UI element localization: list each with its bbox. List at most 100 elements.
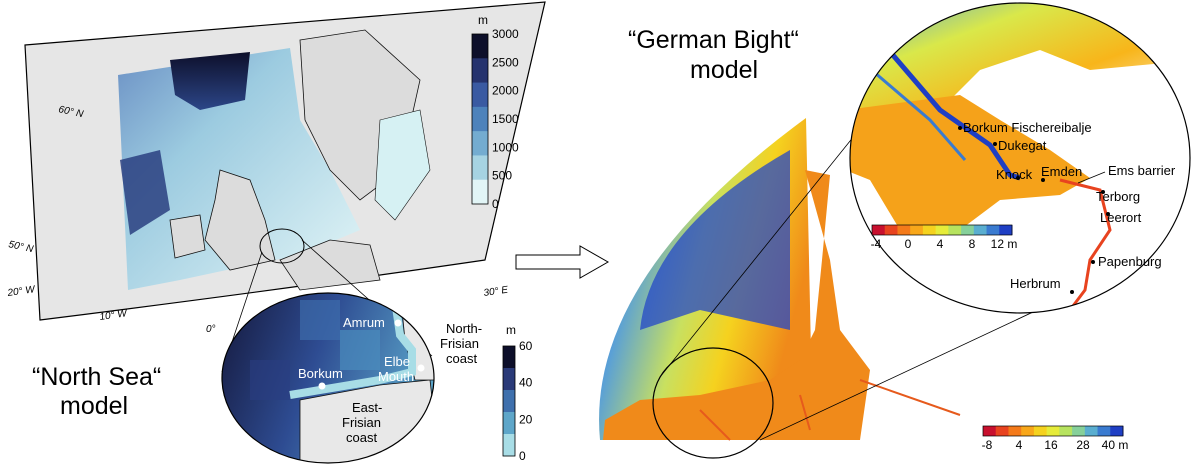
lat-label-60: 60° N (57, 104, 85, 120)
depth-colorbar-tick-label: 0 (492, 197, 499, 211)
german-bight-colorbar: -8 4 16 28 40 m (982, 425, 1129, 452)
ems-colorbar-tick-label: 4 (937, 237, 944, 251)
ems-colorbar-color-block (986, 225, 1000, 235)
borkum-fischereibalje-marker (958, 126, 962, 130)
deep-ocean (170, 52, 250, 110)
inset-colorbar-color-block (503, 368, 515, 391)
baltic-sea (374, 109, 431, 221)
zoom-line-ems-top (659, 109, 876, 378)
inset-colorbar-color-block (503, 346, 515, 369)
depth-colorbar-color-block (472, 179, 488, 205)
knock-label: Knock (996, 167, 1033, 182)
ems-colorbar-color-block (948, 225, 962, 235)
emden-label: Emden (1041, 164, 1082, 179)
model-nesting-arrow (515, 245, 610, 279)
inset-colorbar-tick-label: 60 (519, 339, 533, 353)
herbrum-marker (1070, 290, 1074, 294)
german-bight-colorbar-color-block (1084, 426, 1099, 436)
depth-colorbar-tick-label: 1000 (492, 140, 519, 154)
depth-colorbar-color-block (472, 131, 488, 156)
lat-label-50: 50° N (7, 239, 35, 255)
ems-colorbar-color-block (922, 225, 937, 235)
inset-colorbar-color-block (503, 412, 515, 435)
knock-marker (1016, 176, 1020, 180)
deep-ocean-west (120, 150, 170, 235)
borkum-fischereibalje-label: Borkum Fischereibalje (963, 120, 1092, 135)
elbe-label: Elbe (384, 354, 410, 369)
inset-coastal-shallows (289, 299, 416, 399)
depth-colorbar-color-block (472, 58, 488, 84)
depth-colorbar-color-block (472, 34, 488, 59)
depth-colorbar-tick-label: 2500 (492, 55, 519, 69)
german-bight-colorbar-color-block (995, 426, 1009, 436)
ems-colorbar-tick-label: -4 (871, 237, 882, 251)
depth-colorbar-color-block (472, 155, 488, 181)
ems-colorbar-color-block (872, 225, 886, 235)
amrum-marker (394, 319, 402, 327)
german-bight-colorbar-tick-label: 16 (1044, 438, 1058, 452)
dukegat-marker (993, 142, 997, 146)
zoom-circle-german-bight (259, 228, 305, 264)
german-bight-map: “German Bight“ model -8 4 16 28 40 m (599, 26, 1129, 459)
german-bight-estuaries (699, 379, 961, 441)
zoom-line-ems-bottom (759, 289, 1081, 441)
german-bight-colorbar-color-block (1021, 426, 1035, 436)
inset-colorbar-tick-label: 20 (519, 412, 533, 426)
north-frisian-label-2: Frisian (440, 336, 479, 351)
ems-main-channel (878, 38, 1021, 181)
land-ireland (169, 214, 206, 259)
land-britain (204, 169, 276, 271)
german-bight-colorbar-blocks (983, 426, 1124, 436)
leerort-marker (1106, 212, 1110, 216)
inset-colorbar-color-block (503, 390, 515, 413)
dukegat-label: Dukegat (998, 138, 1047, 153)
german-bight-inset: Amrum Borkum Elbe Mouth North- Frisian c… (221, 292, 482, 464)
herbrum-label: Herbrum (1010, 276, 1061, 291)
ems-colorbar: -4 0 4 8 12 m (871, 224, 1018, 251)
german-bight-title-1: “German Bight“ (628, 26, 799, 54)
depth-colorbar-tick-label: 3000 (492, 27, 519, 41)
ems-river (1059, 178, 1112, 311)
german-bight-colorbar-color-block (1046, 426, 1060, 436)
east-frisian-label-1: East- (352, 400, 382, 415)
ems-barrier-pointer (1077, 171, 1106, 184)
ems-colorbar-blocks (872, 225, 1013, 235)
lon-label-10w: 10° W (99, 308, 129, 323)
german-bight-colorbar-color-block (1072, 426, 1086, 436)
ems-colorbar-color-block (910, 225, 924, 235)
elbe-mouth-marker (417, 364, 425, 372)
german-bight-colorbar-color-block (1008, 426, 1022, 436)
german-bight-colorbar-tick-label: 40 m (1102, 438, 1129, 452)
depth-colorbar-blocks (472, 34, 488, 205)
inset-colorbar-blocks (503, 346, 515, 457)
german-bight-colorbar-color-block (1110, 426, 1124, 436)
north-frisian-label-1: North- (446, 321, 482, 336)
german-bight-deep (640, 150, 790, 330)
depth-colorbar-tick-label: 1500 (492, 112, 519, 126)
east-frisian-label-2: Frisian (342, 415, 381, 430)
german-bight-colorbar-tick-label: -8 (982, 438, 993, 452)
ems-colorbar-tick-label: 8 (969, 237, 976, 251)
ems-colorbar-color-block (973, 225, 988, 235)
depth-colorbar-tick-label: 2000 (492, 84, 519, 98)
ems-colorbar-tick-label: 12 m (991, 237, 1018, 251)
german-bight-colorbar-color-block (1097, 426, 1111, 436)
east-frisian-label-3: coast (346, 430, 377, 445)
terborg-marker (1101, 190, 1105, 194)
amrum-label: Amrum (343, 315, 385, 330)
north-frisian-label-3: coast (446, 351, 477, 366)
inset-colorbar: m 60 40 20 0 (502, 323, 533, 463)
borkum-marker (318, 382, 326, 390)
zoom-circle-ems (652, 347, 774, 459)
german-bight-colorbar-color-block (1033, 426, 1048, 436)
german-bight-colorbar-tick-label: 28 (1076, 438, 1090, 452)
inset-colorbar-tick-label: 0 (519, 449, 526, 463)
ems-tidal-flats (850, 95, 1090, 230)
inset-colorbar-color-block (503, 434, 515, 457)
ems-barrier-label: Ems barrier (1108, 163, 1176, 178)
ems-colorbar-color-block (961, 225, 975, 235)
german-bight-title-2: model (690, 56, 758, 84)
lon-label-20w: 20° W (6, 284, 37, 299)
emden-marker (1041, 178, 1045, 182)
